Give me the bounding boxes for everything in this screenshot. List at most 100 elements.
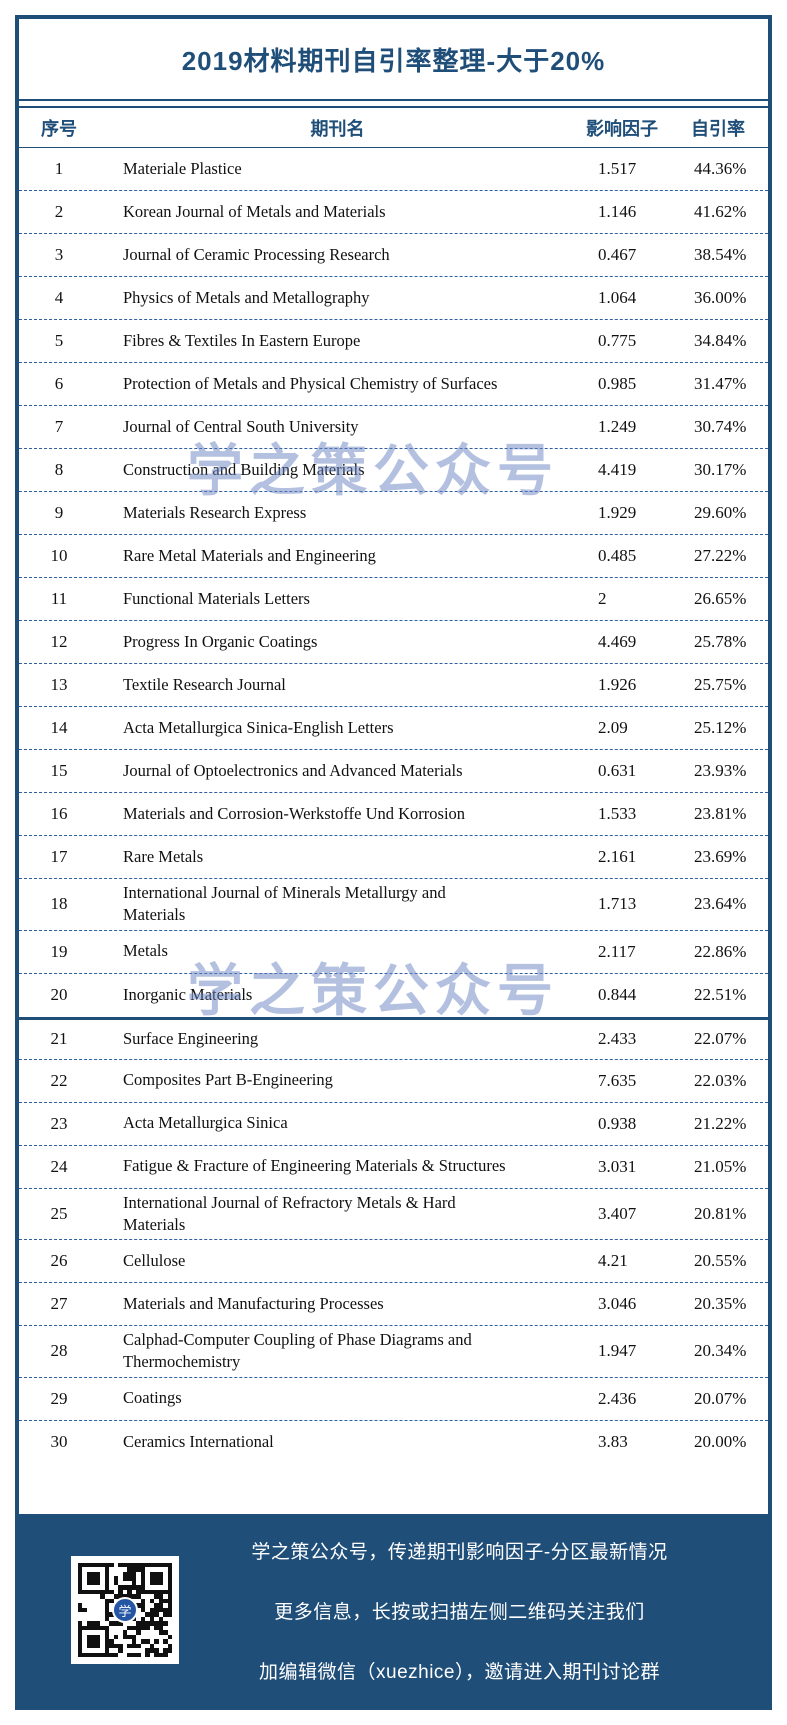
row-impact-factor: 0.631 [598,761,637,780]
row-no: 23 [50,1113,68,1133]
row-no: 3 [54,245,64,264]
row-self-cite-rate: 29.60% [694,503,747,522]
row-impact-factor: 0.775 [598,331,637,350]
table-row: 2 Korean Journal of Metals and Materials… [19,191,768,234]
row-self-cite-rate: 20.55% [694,1251,747,1271]
row-journal: Fibres & Textiles In Eastern Europe [123,330,361,350]
header-impact-factor: 影响因子 [586,118,658,139]
row-no: 6 [54,374,64,393]
row-impact-factor: 1.064 [598,288,637,307]
row-impact-factor: 3.407 [598,1203,637,1223]
row-journal: Physics of Metals and Metallography [123,287,370,307]
row-impact-factor: 0.467 [598,245,637,264]
row-no: 5 [54,331,64,350]
header-self-cite-rate: 自引率 [691,118,745,139]
row-no: 11 [50,589,68,608]
row-no: 7 [54,417,64,436]
row-self-cite-rate: 31.47% [694,374,747,393]
row-self-cite-rate: 23.81% [694,804,747,823]
table-row: 12 Progress In Organic Coatings 4.469 25… [19,621,768,664]
table-row: 14 Acta Metallurgica Sinica-English Lett… [19,707,768,750]
row-no: 24 [50,1156,68,1176]
row-no: 13 [50,675,68,694]
row-impact-factor: 0.985 [598,374,637,393]
table-row: 16 Materials and Corrosion-Werkstoffe Un… [19,793,768,836]
row-journal: Construction and Building Materials [123,459,365,479]
table-row: 19 Metals 2.117 22.86% [19,931,768,974]
row-self-cite-rate: 23.69% [694,847,747,866]
table-header-row: 序号 期刊名 影响因子 自引率 [19,108,768,148]
row-impact-factor: 1.517 [598,159,637,178]
row-no: 15 [50,761,68,780]
table-row: 18 International Journal of Minerals Met… [19,879,768,931]
row-impact-factor: 2.161 [598,847,637,866]
row-impact-factor: 1.713 [598,894,637,914]
row-journal: Rare Metal Materials and Engineering [123,545,376,565]
row-journal: Calphad-Computer Coupling of Phase Diagr… [123,1330,472,1372]
table-row: 22 Composites Part B-Engineering 7.635 2… [19,1060,768,1103]
table-row: 23 Acta Metallurgica Sinica 0.938 21.22% [19,1103,768,1146]
row-journal: Metals [123,941,168,961]
row-journal: Materiale Plastice [123,158,242,178]
row-self-cite-rate: 20.35% [694,1294,747,1314]
row-self-cite-rate: 25.75% [694,675,747,694]
table-row: 21 Surface Engineering 2.433 22.07% [19,1016,768,1060]
row-journal: Inorganic Materials [123,984,253,1004]
row-journal: Journal of Optoelectronics and Advanced … [123,760,463,780]
row-no: 22 [50,1070,68,1090]
row-journal: Journal of Central South University [123,416,359,436]
row-journal: Korean Journal of Metals and Materials [123,201,386,221]
qr-logo-icon: 学 [112,1597,138,1623]
row-impact-factor: 2.117 [598,941,636,961]
row-no: 28 [50,1341,68,1361]
row-impact-factor: 0.844 [598,985,637,1005]
table-row: 30 Ceramics International 3.83 20.00% [19,1421,768,1464]
row-journal: Acta Metallurgica Sinica [123,1113,288,1133]
table-body: 1 Materiale Plastice 1.517 44.36% 2 Kore… [19,148,768,1464]
row-journal: Materials Research Express [123,502,307,522]
row-no: 21 [50,1029,68,1049]
row-impact-factor: 1.533 [598,804,637,823]
row-journal: Journal of Ceramic Processing Research [123,244,390,264]
row-impact-factor: 2.436 [598,1388,637,1408]
row-no: 25 [50,1203,68,1223]
row-no: 10 [50,546,68,565]
row-no: 2 [54,202,64,221]
row-impact-factor: 2.09 [598,718,628,737]
row-journal: Materials and Corrosion-Werkstoffe Und K… [123,803,466,823]
row-no: 29 [50,1388,68,1408]
row-journal: Rare Metals [123,846,204,866]
table-row: 13 Textile Research Journal 1.926 25.75% [19,664,768,707]
table-row: 27 Materials and Manufacturing Processes… [19,1283,768,1327]
footer-line-2: 更多信息，长按或扫描左侧二维码关注我们 [274,1601,645,1623]
row-self-cite-rate: 44.36% [694,159,747,178]
footer-line-3: 加编辑微信（xuezhice），邀请进入期刊讨论群 [259,1661,660,1683]
row-self-cite-rate: 38.54% [694,245,747,264]
journal-table: 序号 期刊名 影响因子 自引率 1 Materiale Plastice 1.5… [19,108,768,1464]
row-self-cite-rate: 25.12% [694,718,747,737]
row-self-cite-rate: 25.78% [694,632,747,651]
row-journal: Coatings [123,1388,182,1408]
row-no: 17 [50,847,68,866]
row-impact-factor: 3.046 [598,1294,637,1314]
row-impact-factor: 4.469 [598,632,637,651]
title-divider [19,101,768,108]
row-no: 14 [50,718,68,737]
row-self-cite-rate: 27.22% [694,546,747,565]
row-self-cite-rate: 26.65% [694,589,747,608]
header-no: 序号 [41,118,77,139]
row-self-cite-rate: 36.00% [694,288,747,307]
row-impact-factor: 1.947 [598,1341,637,1361]
table-row: 3 Journal of Ceramic Processing Research… [19,234,768,277]
row-journal: Functional Materials Letters [123,588,310,608]
row-self-cite-rate: 30.74% [694,417,747,436]
footer-line-1: 学之策公众号，传递期刊影响因子-分区最新情况 [251,1541,668,1563]
row-no: 19 [50,941,68,961]
row-self-cite-rate: 20.07% [694,1388,747,1408]
row-self-cite-rate: 21.22% [694,1113,747,1133]
row-journal: Protection of Metals and Physical Chemis… [123,373,498,393]
table-row: 28 Calphad-Computer Coupling of Phase Di… [19,1326,768,1378]
row-no: 8 [54,460,64,479]
row-journal: Acta Metallurgica Sinica-English Letters [123,717,394,737]
